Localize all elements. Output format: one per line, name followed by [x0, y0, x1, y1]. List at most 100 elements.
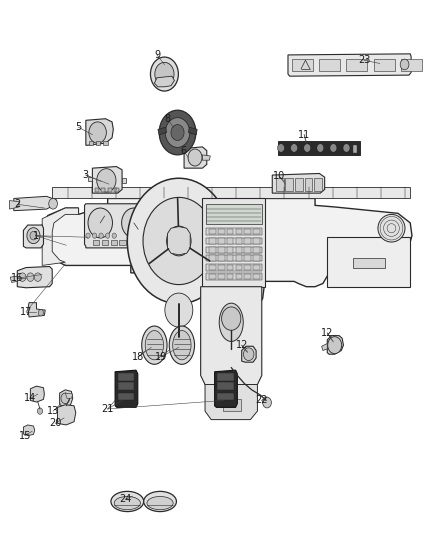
Ellipse shape	[173, 330, 191, 360]
Bar	[206, 204, 262, 224]
Circle shape	[290, 144, 297, 152]
Circle shape	[328, 337, 342, 354]
Text: 18: 18	[132, 352, 145, 362]
Text: 9: 9	[154, 50, 160, 60]
Bar	[278, 141, 360, 155]
Circle shape	[244, 348, 254, 361]
Polygon shape	[122, 178, 127, 182]
Text: 15: 15	[18, 431, 31, 441]
Bar	[95, 188, 99, 192]
Polygon shape	[28, 303, 45, 317]
Circle shape	[127, 178, 230, 304]
Circle shape	[263, 397, 272, 408]
Bar	[295, 177, 303, 191]
Bar	[292, 59, 313, 71]
Bar	[206, 247, 262, 253]
Bar	[206, 255, 262, 261]
Bar	[227, 238, 233, 244]
Bar	[111, 240, 117, 245]
Bar	[209, 265, 216, 270]
Bar	[286, 177, 293, 191]
Polygon shape	[65, 393, 73, 398]
Polygon shape	[288, 54, 411, 76]
Bar	[227, 265, 233, 270]
Polygon shape	[201, 287, 262, 390]
Circle shape	[27, 228, 40, 244]
Bar	[217, 393, 234, 400]
Bar	[128, 240, 134, 245]
Polygon shape	[60, 390, 73, 407]
Circle shape	[89, 122, 106, 143]
Bar	[319, 59, 340, 71]
Bar	[253, 265, 260, 270]
Bar	[118, 382, 134, 390]
Bar	[120, 240, 126, 245]
Bar	[253, 247, 260, 253]
Circle shape	[330, 144, 337, 152]
Circle shape	[34, 273, 41, 281]
Polygon shape	[202, 155, 210, 160]
Circle shape	[222, 307, 241, 330]
Bar	[108, 188, 112, 192]
Circle shape	[92, 233, 97, 238]
Bar	[206, 238, 262, 244]
Polygon shape	[321, 344, 327, 351]
Polygon shape	[17, 266, 52, 288]
Text: 23: 23	[358, 55, 370, 65]
Polygon shape	[202, 198, 265, 287]
Circle shape	[165, 118, 190, 148]
Bar	[102, 240, 108, 245]
Polygon shape	[42, 208, 78, 265]
Bar	[209, 247, 216, 253]
Bar	[244, 247, 251, 253]
Polygon shape	[242, 346, 256, 362]
Circle shape	[165, 293, 193, 327]
Circle shape	[143, 197, 215, 285]
Ellipse shape	[147, 496, 173, 510]
Circle shape	[106, 233, 110, 238]
Text: 12: 12	[321, 328, 333, 338]
Bar	[236, 265, 242, 270]
Polygon shape	[184, 147, 207, 168]
Polygon shape	[14, 196, 57, 211]
Bar	[244, 265, 251, 270]
Text: 20: 20	[49, 418, 61, 429]
Polygon shape	[30, 386, 44, 402]
Bar	[52, 187, 410, 198]
Polygon shape	[92, 166, 122, 193]
Circle shape	[304, 144, 311, 152]
Polygon shape	[86, 119, 113, 146]
Ellipse shape	[169, 326, 194, 365]
Ellipse shape	[144, 491, 177, 512]
Ellipse shape	[111, 491, 144, 512]
Polygon shape	[23, 425, 35, 435]
Text: 16: 16	[11, 273, 23, 283]
Text: 14: 14	[24, 393, 36, 403]
Bar	[227, 255, 233, 261]
Text: 1: 1	[32, 231, 39, 241]
Bar	[374, 59, 395, 71]
Polygon shape	[115, 370, 138, 407]
Bar	[253, 274, 260, 279]
Bar	[217, 373, 234, 381]
Circle shape	[27, 273, 34, 281]
Ellipse shape	[219, 303, 243, 342]
Bar	[253, 238, 260, 244]
Bar	[346, 59, 367, 71]
Bar	[218, 274, 225, 279]
Bar	[223, 399, 241, 411]
Circle shape	[343, 144, 350, 152]
Bar	[276, 177, 284, 191]
Circle shape	[155, 62, 174, 86]
Bar	[353, 258, 385, 268]
Ellipse shape	[142, 326, 167, 365]
Bar	[236, 255, 242, 261]
Bar	[96, 141, 100, 146]
Polygon shape	[23, 225, 43, 248]
Circle shape	[159, 110, 196, 155]
Bar	[209, 229, 216, 234]
Bar	[236, 229, 242, 234]
Polygon shape	[57, 405, 76, 425]
Bar	[206, 264, 262, 271]
Text: 6: 6	[180, 146, 186, 156]
